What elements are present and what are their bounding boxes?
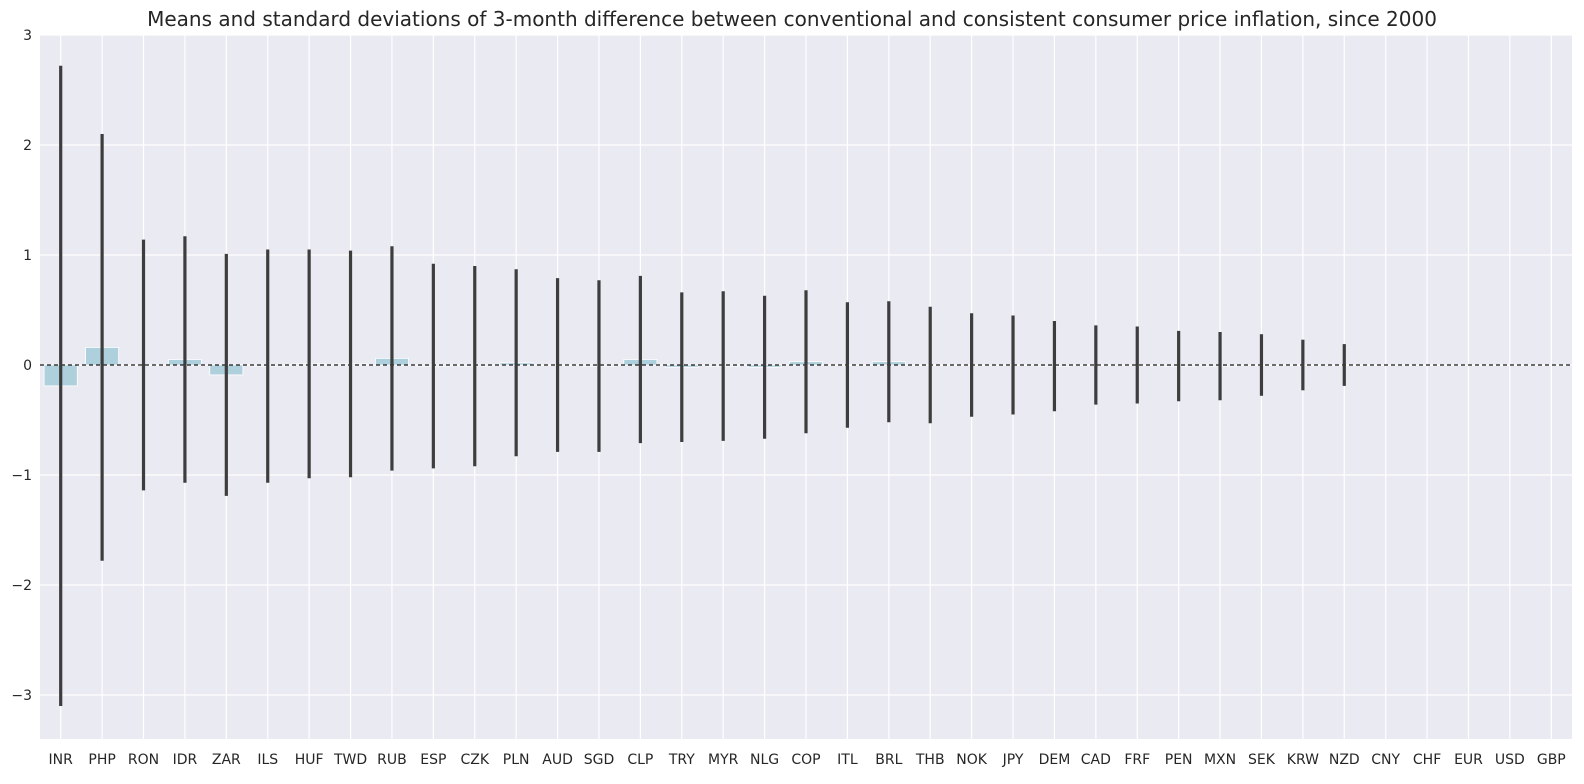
y-axis-ticks: −3 −2 −1 0 1 2 3	[11, 28, 32, 704]
x-tick-label: CAD	[1081, 752, 1111, 768]
x-tick-label: CZK	[460, 752, 489, 768]
x-tick-label: INR	[49, 752, 74, 768]
x-tick-label: KRW	[1287, 752, 1319, 768]
x-tick-label: PLN	[503, 752, 530, 768]
x-tick-label: AUD	[542, 752, 573, 768]
y-tick-label: −3	[11, 688, 32, 704]
x-tick-label: USD	[1495, 752, 1525, 768]
y-tick-label: 2	[23, 138, 32, 154]
x-tick-label: MYR	[708, 752, 739, 768]
x-tick-label: COP	[791, 752, 820, 768]
x-tick-label: IDR	[173, 752, 198, 768]
x-tick-label: ESP	[420, 752, 446, 768]
x-tick-label: TRY	[668, 752, 695, 768]
x-tick-label: PHP	[88, 752, 115, 768]
x-tick-label: BRL	[875, 752, 902, 768]
y-tick-label: −2	[11, 578, 32, 594]
y-tick-label: 3	[23, 28, 32, 44]
x-tick-label: HUF	[295, 752, 324, 768]
x-tick-label: RUB	[377, 752, 407, 768]
x-tick-label: SGD	[584, 752, 615, 768]
x-tick-label: ZAR	[212, 752, 241, 768]
x-tick-label: RON	[128, 752, 159, 768]
x-tick-label: SEK	[1248, 752, 1276, 768]
y-tick-label: 0	[23, 358, 32, 374]
x-tick-label: NLG	[750, 752, 779, 768]
x-tick-label: NZD	[1329, 752, 1360, 768]
error-bars	[59, 65, 1346, 706]
x-tick-label: GBP	[1537, 752, 1566, 768]
x-tick-label: JPY	[1002, 752, 1024, 768]
x-tick-label: CNY	[1371, 752, 1400, 768]
x-axis-ticks: INR PHP RON IDR ZAR ILS HUF TWD RUB ESP CZK PLN AUD S…	[49, 752, 1566, 768]
y-tick-label: 1	[23, 248, 32, 264]
x-tick-label: ITL	[837, 752, 858, 768]
x-tick-label: TWD	[333, 752, 367, 768]
chart-title: Means and standard deviations of 3-month…	[147, 7, 1437, 31]
x-tick-label: MXN	[1204, 752, 1236, 768]
x-tick-label: ILS	[257, 752, 278, 768]
x-tick-label: DEM	[1039, 752, 1071, 768]
x-tick-label: FRF	[1124, 752, 1150, 768]
y-tick-label: −1	[11, 468, 32, 484]
x-tick-label: NOK	[956, 752, 987, 768]
x-tick-label: PEN	[1165, 752, 1193, 768]
x-tick-label: CLP	[627, 752, 653, 768]
x-tick-label: EUR	[1454, 752, 1483, 768]
x-tick-label: CHF	[1413, 752, 1441, 768]
x-tick-label: THB	[915, 752, 945, 768]
